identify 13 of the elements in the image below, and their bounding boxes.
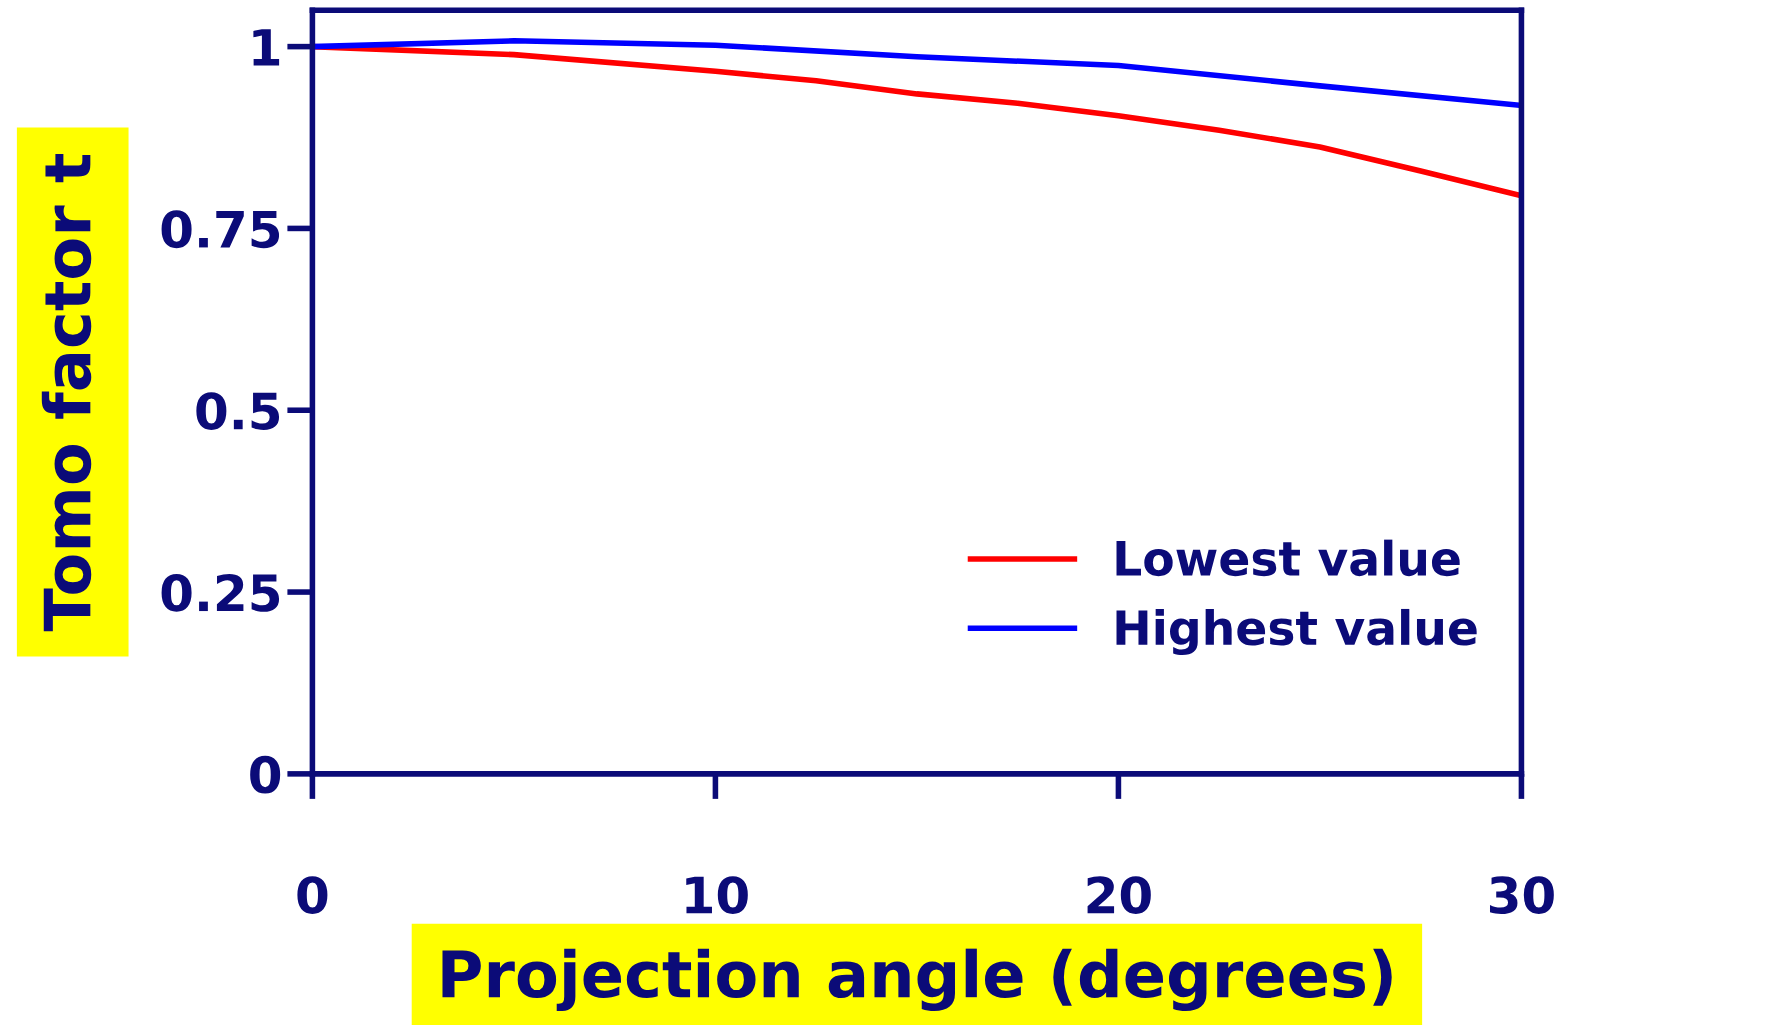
x-tick-label: 30 [1489,876,1554,914]
x-tick-label: 10 [686,876,748,914]
y-tick-label: 1 [253,29,280,66]
legend-label: Highest value [1116,608,1477,656]
x-tick-label: 0 [297,876,328,914]
y-tick-label: 0 [250,755,281,794]
y-tick-label: 0.5 [196,392,280,430]
y-tick-label: 0.75 [161,210,280,249]
y-tick-label: 0.25 [161,573,280,612]
y-axis-title: Tomo factor t [41,153,92,632]
x-tick-label: 20 [1087,876,1151,914]
legend-label: Lowest value [1116,539,1460,577]
x-axis-title: Projection angle (degrees) [442,948,1392,1011]
